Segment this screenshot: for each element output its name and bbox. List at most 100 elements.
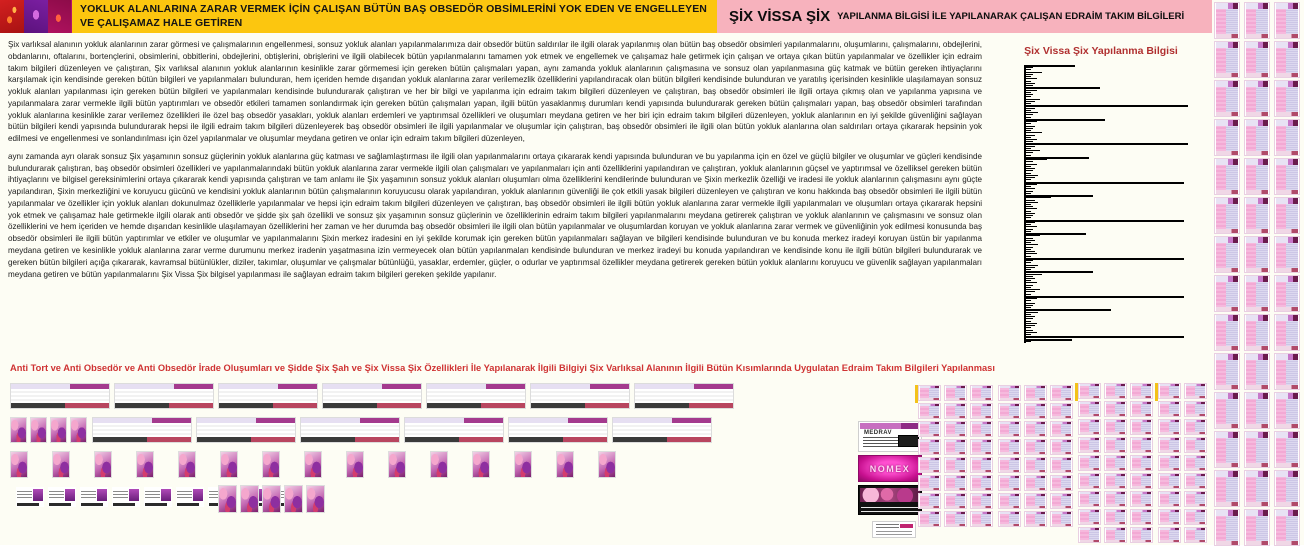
document-thumbnail-tile[interactable] (918, 457, 941, 473)
photo-thumbnail-tile[interactable] (70, 417, 87, 443)
photo-thumbnail-tile[interactable] (10, 451, 28, 478)
photo-thumbnail-tile[interactable] (52, 451, 70, 478)
document-thumbnail-tile[interactable] (1024, 403, 1047, 419)
document-thumbnail-tile[interactable] (970, 439, 993, 455)
document-thumbnail-tile[interactable] (1078, 401, 1101, 417)
document-thumbnail-tile[interactable] (918, 511, 941, 527)
document-thumbnail-tile[interactable] (1274, 392, 1300, 429)
document-thumbnail-tile[interactable] (1214, 119, 1240, 156)
document-thumbnail-tile[interactable] (1244, 431, 1270, 468)
document-thumbnail-tile[interactable] (944, 475, 967, 491)
document-thumbnail-tile[interactable] (1274, 158, 1300, 195)
photo-thumbnail-tile[interactable] (346, 451, 364, 478)
document-thumbnail-tile[interactable] (1214, 509, 1240, 546)
photo-thumbnail-tile[interactable] (556, 451, 574, 478)
document-thumbnail-tile[interactable] (1050, 457, 1073, 473)
banner-thumbnail-tile[interactable] (404, 417, 504, 443)
document-thumbnail-tile[interactable] (1244, 197, 1270, 234)
document-thumbnail-tile[interactable] (1274, 509, 1300, 546)
document-thumbnail-tile[interactable] (998, 511, 1021, 527)
document-thumbnail-tile[interactable] (1214, 2, 1240, 39)
document-thumbnail-tile[interactable] (1274, 119, 1300, 156)
document-thumbnail-tile[interactable] (1158, 473, 1181, 489)
document-thumbnail-tile[interactable] (1244, 41, 1270, 78)
document-thumbnail-tile[interactable] (1104, 437, 1127, 453)
document-thumbnail-tile[interactable] (1244, 353, 1270, 390)
document-thumbnail-tile[interactable] (1244, 392, 1270, 429)
document-thumbnail-tile[interactable] (1024, 493, 1047, 509)
document-thumbnail-tile[interactable] (970, 493, 993, 509)
document-thumbnail-tile[interactable] (1244, 119, 1270, 156)
photo-thumbnail-tile[interactable] (218, 485, 237, 513)
document-thumbnail-tile[interactable] (918, 493, 941, 509)
photo-thumbnail-tile[interactable] (94, 451, 112, 478)
document-thumbnail-tile[interactable] (970, 511, 993, 527)
document-thumbnail-tile[interactable] (1274, 236, 1300, 273)
document-thumbnail-tile[interactable] (1104, 473, 1127, 489)
document-thumbnail-tile[interactable] (1130, 473, 1153, 489)
document-thumbnail-tile[interactable] (1130, 509, 1153, 525)
document-thumbnail-tile[interactable] (1050, 493, 1073, 509)
document-thumbnail-tile[interactable] (944, 439, 967, 455)
document-thumbnail-tile[interactable] (918, 475, 941, 491)
photo-thumbnail-tile[interactable] (220, 451, 238, 478)
medrav-card[interactable]: MEDRAV (858, 421, 922, 452)
document-thumbnail-tile[interactable] (998, 493, 1021, 509)
small-info-card[interactable] (872, 521, 916, 538)
document-thumbnail-tile[interactable] (998, 421, 1021, 437)
document-thumbnail-tile[interactable] (1214, 41, 1240, 78)
photo-thumbnail-tile[interactable] (598, 451, 616, 478)
photo-thumbnail-tile[interactable] (430, 451, 448, 478)
document-thumbnail-tile[interactable] (1244, 158, 1270, 195)
document-thumbnail-tile[interactable] (1184, 455, 1207, 471)
document-thumbnail-tile[interactable] (1050, 385, 1073, 401)
document-thumbnail-tile[interactable] (1274, 431, 1300, 468)
document-thumbnail-tile[interactable] (1244, 2, 1270, 39)
document-thumbnail-tile[interactable] (1050, 475, 1073, 491)
document-thumbnail-tile[interactable] (918, 421, 941, 437)
photo-thumbnail-tile[interactable] (50, 417, 67, 443)
document-thumbnail-tile[interactable] (1158, 383, 1181, 399)
document-thumbnail-tile[interactable] (1130, 491, 1153, 507)
photo-thumbnail-tile[interactable] (240, 485, 259, 513)
icon-thumbnail-tile[interactable] (112, 487, 140, 507)
document-thumbnail-tile[interactable] (944, 403, 967, 419)
document-thumbnail-tile[interactable] (1130, 437, 1153, 453)
document-thumbnail-tile[interactable] (1274, 275, 1300, 312)
banner-thumbnail-tile[interactable] (114, 383, 214, 409)
document-thumbnail-tile[interactable] (1274, 353, 1300, 390)
document-thumbnail-tile[interactable] (918, 385, 941, 401)
document-thumbnail-tile[interactable] (970, 475, 993, 491)
document-thumbnail-tile[interactable] (1214, 353, 1240, 390)
document-thumbnail-tile[interactable] (1274, 314, 1300, 351)
document-thumbnail-tile[interactable] (1184, 527, 1207, 543)
banner-thumbnail-tile[interactable] (300, 417, 400, 443)
document-thumbnail-tile[interactable] (1158, 527, 1181, 543)
document-thumbnail-tile[interactable] (1078, 509, 1101, 525)
document-thumbnail-tile[interactable] (1274, 197, 1300, 234)
document-thumbnail-tile[interactable] (1024, 511, 1047, 527)
document-thumbnail-tile[interactable] (1184, 383, 1207, 399)
document-thumbnail-tile[interactable] (970, 421, 993, 437)
document-thumbnail-tile[interactable] (944, 457, 967, 473)
photo-thumbnail-tile[interactable] (472, 451, 490, 478)
document-thumbnail-tile[interactable] (1024, 457, 1047, 473)
document-thumbnail-tile[interactable] (1024, 385, 1047, 401)
document-thumbnail-tile[interactable] (1274, 80, 1300, 117)
document-thumbnail-tile[interactable] (1158, 509, 1181, 525)
document-thumbnail-tile[interactable] (1158, 455, 1181, 471)
document-thumbnail-tile[interactable] (1244, 236, 1270, 273)
document-thumbnail-tile[interactable] (1024, 421, 1047, 437)
document-thumbnail-tile[interactable] (1158, 437, 1181, 453)
document-thumbnail-tile[interactable] (1104, 491, 1127, 507)
document-thumbnail-tile[interactable] (1184, 419, 1207, 435)
document-thumbnail-tile[interactable] (998, 475, 1021, 491)
document-thumbnail-tile[interactable] (1104, 383, 1127, 399)
document-thumbnail-tile[interactable] (944, 493, 967, 509)
document-thumbnail-tile[interactable] (1078, 455, 1101, 471)
document-thumbnail-tile[interactable] (970, 403, 993, 419)
document-thumbnail-tile[interactable] (1104, 401, 1127, 417)
document-thumbnail-tile[interactable] (1184, 437, 1207, 453)
document-thumbnail-tile[interactable] (998, 457, 1021, 473)
photo-card[interactable] (858, 485, 922, 515)
